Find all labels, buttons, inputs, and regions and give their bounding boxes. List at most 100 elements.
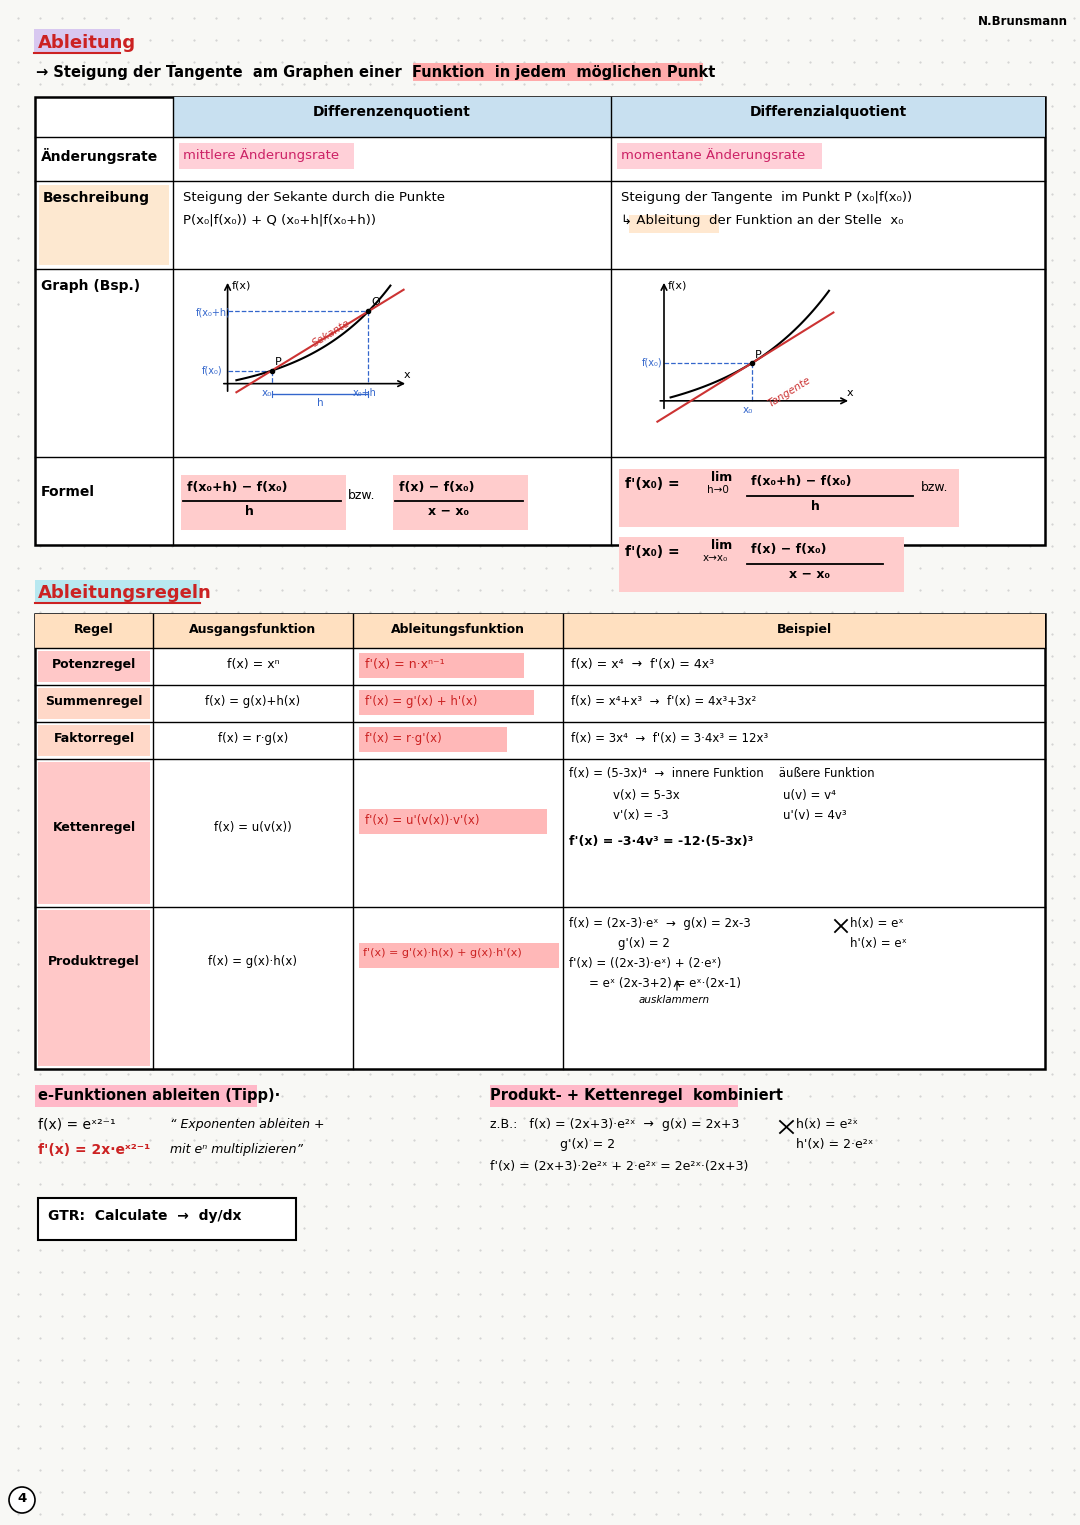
Text: h: h: [245, 505, 254, 518]
Text: ↳ Ableitung  der Funktion an der Stelle  x₀: ↳ Ableitung der Funktion an der Stelle x…: [621, 214, 904, 227]
Text: h→0: h→0: [707, 485, 729, 496]
Text: x − x₀: x − x₀: [789, 567, 831, 581]
Text: 4: 4: [17, 1491, 27, 1505]
Text: g'(x) = 2: g'(x) = 2: [561, 1138, 616, 1151]
Text: f(x) = x⁴+x³  →  f'(x) = 4x³+3x²: f(x) = x⁴+x³ → f'(x) = 4x³+3x²: [571, 695, 756, 708]
Bar: [393, 474, 528, 531]
Text: f(x): f(x): [231, 281, 251, 290]
Text: bzw.: bzw.: [921, 480, 948, 494]
Text: x₀: x₀: [743, 404, 753, 415]
Text: g'(x) = 2: g'(x) = 2: [618, 936, 670, 950]
Text: Regel: Regel: [75, 624, 113, 636]
Text: h: h: [811, 500, 820, 512]
Text: f(x) = (2x-3)·eˣ  →  g(x) = 2x-3: f(x) = (2x-3)·eˣ → g(x) = 2x-3: [569, 917, 751, 930]
Circle shape: [9, 1487, 35, 1513]
Text: Differenzialquotient: Differenzialquotient: [750, 105, 906, 119]
Text: f(x₀): f(x₀): [642, 358, 663, 368]
Text: Produktregel: Produktregel: [49, 955, 140, 968]
Text: f'(x) = -3·4v³ = -12·(5-3x)³: f'(x) = -3·4v³ = -12·(5-3x)³: [569, 836, 753, 848]
Text: x: x: [847, 387, 853, 398]
Text: h'(x) = 2·e²ˣ: h'(x) = 2·e²ˣ: [796, 1138, 874, 1151]
Text: Ableitungsregeln: Ableitungsregeln: [38, 584, 212, 602]
Text: f'(x) = g'(x)·h(x) + g(x)·h'(x): f'(x) = g'(x)·h(x) + g(x)·h'(x): [363, 949, 522, 958]
Text: f(x) = (5-3x)⁴  →  innere Funktion    äußere Funktion: f(x) = (5-3x)⁴ → innere Funktion äußere …: [569, 767, 875, 779]
Text: f(x₀+h) − f(x₀): f(x₀+h) − f(x₀): [751, 474, 851, 488]
Text: GTR:  Calculate  →  dy/dx: GTR: Calculate → dy/dx: [48, 1209, 242, 1223]
Text: f(x) = g(x)·h(x): f(x) = g(x)·h(x): [208, 955, 297, 968]
Text: x − x₀: x − x₀: [428, 505, 469, 518]
Text: f(x) = u(v(x)): f(x) = u(v(x)): [214, 820, 292, 834]
Bar: [39, 185, 168, 265]
Text: Beispiel: Beispiel: [777, 624, 832, 636]
Bar: [35, 1084, 257, 1107]
Text: f(x₀+h) − f(x₀): f(x₀+h) − f(x₀): [187, 480, 287, 494]
Text: f'(x) = n·xⁿ⁻¹: f'(x) = n·xⁿ⁻¹: [365, 657, 445, 671]
Bar: [35, 615, 1045, 648]
Text: mittlere Änderungsrate: mittlere Änderungsrate: [183, 148, 339, 162]
Bar: [38, 1199, 296, 1240]
Text: Beschreibung: Beschreibung: [43, 191, 150, 204]
Text: f'(x) = ((2x-3)·eˣ) + (2·eˣ): f'(x) = ((2x-3)·eˣ) + (2·eˣ): [569, 958, 721, 970]
Text: Steigung der Sekante durch die Punkte: Steigung der Sekante durch die Punkte: [183, 191, 445, 204]
Text: f'(x) = g'(x) + h'(x): f'(x) = g'(x) + h'(x): [365, 695, 477, 708]
Text: f'(x₀) =: f'(x₀) =: [625, 477, 679, 491]
Text: Produkt- + Kettenregel  kombiniert: Produkt- + Kettenregel kombiniert: [490, 1087, 783, 1103]
Text: Tangente: Tangente: [766, 375, 812, 409]
Bar: [611, 98, 1045, 137]
Text: lim: lim: [711, 471, 732, 483]
Text: Sekante: Sekante: [310, 317, 352, 349]
Text: P: P: [274, 357, 282, 366]
Text: Faktorregel: Faktorregel: [53, 732, 135, 746]
Text: Ausgangsfunktion: Ausgangsfunktion: [189, 624, 316, 636]
Text: f'(x) = (2x+3)·2e²ˣ + 2·e²ˣ = 2e²ˣ·(2x+3): f'(x) = (2x+3)·2e²ˣ + 2·e²ˣ = 2e²ˣ·(2x+3…: [490, 1161, 748, 1173]
Text: f'(x) = u'(v(x))·v'(x): f'(x) = u'(v(x))·v'(x): [365, 814, 480, 827]
Text: u(v) = v⁴: u(v) = v⁴: [783, 788, 836, 802]
Text: Formel: Formel: [41, 485, 95, 499]
Text: Summenregel: Summenregel: [45, 695, 143, 708]
Text: h(x) = e²ˣ: h(x) = e²ˣ: [796, 1118, 858, 1132]
Bar: [359, 727, 507, 752]
Text: Graph (Bsp.): Graph (Bsp.): [41, 279, 140, 293]
Text: f'(x) = 2x·eˣ²⁻¹: f'(x) = 2x·eˣ²⁻¹: [38, 1144, 150, 1157]
Bar: [359, 689, 534, 715]
Text: f(x) = x⁴  →  f'(x) = 4x³: f(x) = x⁴ → f'(x) = 4x³: [571, 657, 714, 671]
Text: f(x) = g(x)+h(x): f(x) = g(x)+h(x): [205, 695, 300, 708]
Bar: [629, 215, 719, 233]
Bar: [38, 762, 150, 904]
Text: h(x) = eˣ: h(x) = eˣ: [850, 917, 904, 930]
Text: x₀: x₀: [261, 387, 272, 398]
Bar: [359, 808, 546, 834]
Bar: [38, 651, 150, 682]
Text: P: P: [755, 351, 761, 360]
Bar: [619, 470, 959, 528]
Text: mit eⁿ multiplizieren”: mit eⁿ multiplizieren”: [170, 1144, 303, 1156]
Bar: [181, 474, 346, 531]
Text: x→x₀: x→x₀: [703, 554, 728, 563]
Text: Potenzregel: Potenzregel: [52, 657, 136, 671]
Text: momentane Änderungsrate: momentane Änderungsrate: [621, 148, 806, 162]
Text: f(x) − f(x₀): f(x) − f(x₀): [399, 480, 474, 494]
Text: h: h: [318, 398, 324, 407]
Text: e-Funktionen ableiten (Tipp)·: e-Funktionen ableiten (Tipp)·: [38, 1087, 280, 1103]
Text: “ Exponenten ableiten +: “ Exponenten ableiten +: [170, 1118, 324, 1132]
Text: P(x₀|f(x₀)) + Q (x₀+h|f(x₀+h)): P(x₀|f(x₀)) + Q (x₀+h|f(x₀+h)): [183, 214, 376, 226]
Bar: [173, 98, 611, 137]
Text: x₀+h: x₀+h: [352, 387, 376, 398]
Text: z.B.:   f(x) = (2x+3)·e²ˣ  →  g(x) = 2x+3: z.B.: f(x) = (2x+3)·e²ˣ → g(x) = 2x+3: [490, 1118, 740, 1132]
Text: v'(x) = -3: v'(x) = -3: [613, 808, 669, 822]
Bar: [38, 688, 150, 718]
Text: Kettenregel: Kettenregel: [53, 820, 136, 834]
Text: f(x) = eˣ²⁻¹: f(x) = eˣ²⁻¹: [38, 1118, 116, 1132]
Text: v(x) = 5-3x: v(x) = 5-3x: [613, 788, 679, 802]
Text: u'(v) = 4v³: u'(v) = 4v³: [783, 808, 847, 822]
Text: h'(x) = eˣ: h'(x) = eˣ: [850, 936, 907, 950]
Bar: [35, 580, 200, 604]
Text: f'(x) = r·g'(x): f'(x) = r·g'(x): [365, 732, 442, 746]
Text: f'(x₀) =: f'(x₀) =: [625, 544, 679, 560]
Text: Differenzenquotient: Differenzenquotient: [313, 105, 471, 119]
Text: N.Brunsmann: N.Brunsmann: [978, 15, 1068, 27]
Text: Steigung der Tangente  im Punkt P (x₀|f(x₀)): Steigung der Tangente im Punkt P (x₀|f(x…: [621, 191, 913, 204]
Bar: [38, 910, 150, 1066]
Text: = eˣ (2x-3+2) = eˣ·(2x-1): = eˣ (2x-3+2) = eˣ·(2x-1): [589, 978, 741, 990]
Text: f(x) = 3x⁴  →  f'(x) = 3·4x³ = 12x³: f(x) = 3x⁴ → f'(x) = 3·4x³ = 12x³: [571, 732, 768, 746]
